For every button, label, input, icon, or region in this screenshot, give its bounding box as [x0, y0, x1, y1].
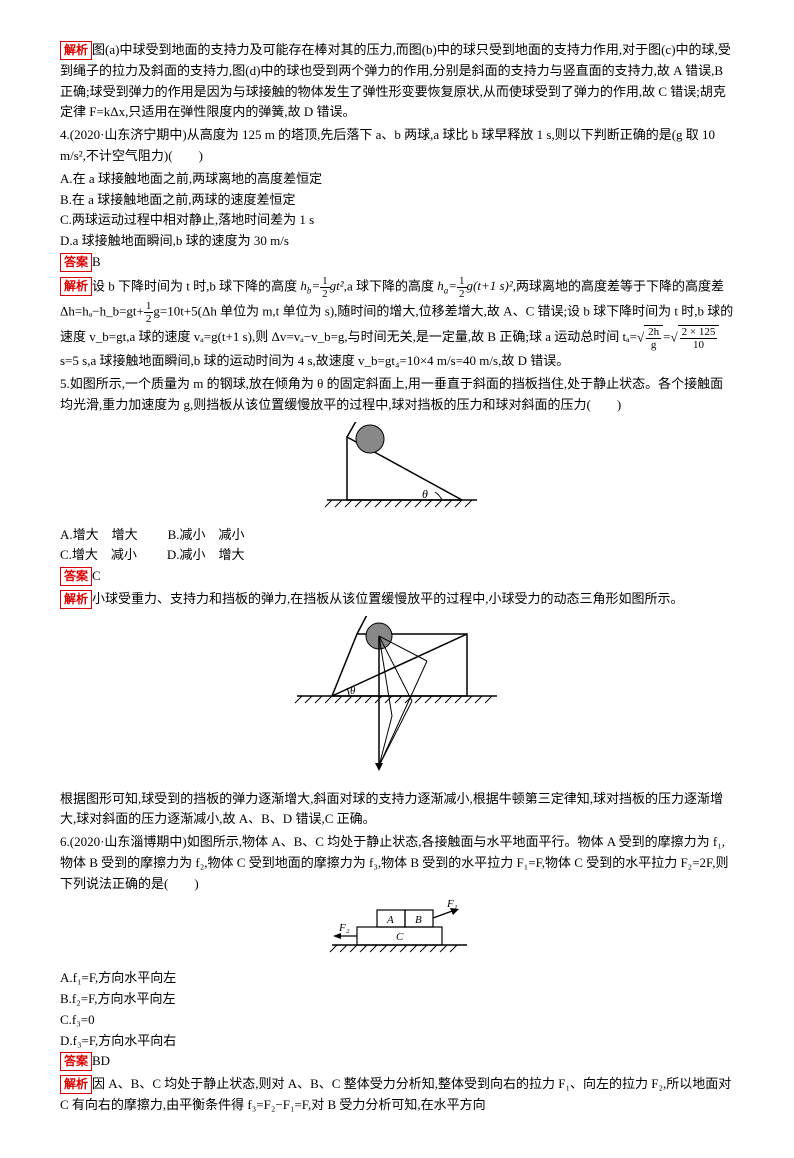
sqrt-2hg: 2hg [644, 325, 663, 351]
q4-choice-a: A.在 a 球接触地面之前,两球离地的高度差恒定 [60, 169, 734, 190]
q5-answer-text: C [92, 568, 101, 583]
q5-exp1-text: 小球受重力、支持力和挡板的弹力,在挡板从该位置缓慢放平的过程中,小球受力的动态三… [92, 591, 684, 606]
sqrt-icon: √ [637, 330, 644, 345]
angle-theta: θ [422, 487, 428, 501]
explain-tag: 解析 [60, 41, 92, 60]
explain-tag: 解析 [60, 590, 92, 609]
q5-figure-2: θ [60, 616, 734, 783]
q5-stem: 5.如图所示,一个质量为 m 的钢球,放在倾角为 θ 的固定斜面上,用一垂直于斜… [60, 374, 734, 416]
q6-choice-d: D.f₃=F,方向水平向右 [60, 1031, 734, 1052]
q4-explanation: 解析设 b 下降时间为 t 时,b 球下降的高度 hb=12gt²,a 球下降的… [60, 275, 734, 372]
svg-text:B: B [415, 914, 422, 926]
answer-tag: 答案 [60, 253, 92, 272]
force-triangle-icon: θ [287, 616, 507, 776]
q4-answer-text: B [92, 254, 101, 269]
q5-choice-c: C.增大 减小 [60, 545, 137, 566]
q6-explanation: 解析因 A、B、C 均处于静止状态,则对 A、B、C 整体受力分析知,整体受到向… [60, 1074, 734, 1116]
sqrt-icon: √ [670, 330, 677, 345]
q4-choice-d: D.a 球接触地面瞬间,b 球的速度为 30 m/s [60, 231, 734, 252]
answer-tag: 答案 [60, 1052, 92, 1071]
frac-half: 12 [144, 300, 154, 325]
q4-choice-c: C.两球运动过程中相对静止,落地时间差为 1 s [60, 210, 734, 231]
math-ha: ha=12g(t+1 s)² [437, 278, 513, 293]
q5-explanation-1: 解析小球受重力、支持力和挡板的弹力,在挡板从该位置缓慢放平的过程中,小球受力的动… [60, 589, 734, 610]
q6-answer-text: BD [92, 1053, 110, 1068]
q6-choice-a: A.f₁=F,方向水平向左 [60, 968, 734, 989]
svg-text:F₂: F₂ [338, 922, 350, 934]
q5-choice-a: A.增大 增大 [60, 525, 138, 546]
q4-exp-p2: ,a 球下降的高度 [344, 278, 438, 293]
q6-stem: 6.(2020·山东淄博期中)如图所示,物体 A、B、C 均处于静止状态,各接触… [60, 832, 734, 894]
svg-text:θ: θ [350, 685, 356, 697]
q6-answer: 答案BD [60, 1051, 734, 1072]
q3-explanation: 解析图(a)中球受到地面的支持力及可能存在棒对其的压力,而图(b)中的球只受到地… [60, 40, 734, 123]
q5-answer: 答案C [60, 566, 734, 587]
q4-choices: A.在 a 球接触地面之前,两球离地的高度差恒定 B.在 a 球接触地面之前,两… [60, 169, 734, 252]
sqrt-val: 2 × 12510 [678, 325, 720, 351]
q6-exp-text: 因 A、B、C 均处于静止状态,则对 A、B、C 整体受力分析知,整体受到向右的… [60, 1076, 731, 1112]
answer-tag: 答案 [60, 567, 92, 586]
q4-exp-p4: g=10t+5(Δh 单位为 m,t 单位为 s),随时间的增大,位移差增大,故… [60, 304, 733, 345]
explain-tag: 解析 [60, 1075, 92, 1094]
q4-stem-text: 4.(2020·山东济宁期中)从高度为 125 m 的塔顶,先后落下 a、b 两… [60, 125, 734, 167]
svg-text:A: A [386, 914, 394, 926]
q6-choice-c: C.f₃=0 [60, 1010, 734, 1031]
q5-choice-b: B.减小 减小 [168, 525, 245, 546]
incline-diagram-icon: θ [307, 422, 487, 512]
q5-explanation-2: 根据图形可知,球受到的挡板的弹力逐渐增大,斜面对球的支持力逐渐减小,根据牛顿第三… [60, 789, 734, 831]
svg-text:F₁: F₁ [446, 900, 458, 910]
q6-stem-text: 6.(2020·山东淄博期中)如图所示,物体 A、B、C 均处于静止状态,各接触… [60, 832, 734, 894]
explain-tag: 解析 [60, 277, 92, 296]
q5-stem-text: 5.如图所示,一个质量为 m 的钢球,放在倾角为 θ 的固定斜面上,用一垂直于斜… [60, 374, 734, 416]
q6-figure: C A B F₂ F₁ [60, 900, 734, 962]
q5-figure-1: θ [60, 422, 734, 519]
q4-answer: 答案B [60, 252, 734, 273]
svg-text:C: C [396, 931, 404, 943]
q5-exp2-text: 根据图形可知,球受到的挡板的弹力逐渐增大,斜面对球的支持力逐渐减小,根据牛顿第三… [60, 789, 734, 831]
blocks-diagram-icon: C A B F₂ F₁ [307, 900, 487, 955]
q3-exp-text: 图(a)中球受到地面的支持力及可能存在棒对其的压力,而图(b)中的球只受到地面的… [60, 42, 731, 119]
q6-choices: A.f₁=F,方向水平向左 B.f₂=F,方向水平向左 C.f₃=0 D.f₃=… [60, 968, 734, 1051]
q5-choices: A.增大 增大 B.减小 减小 C.增大 减小 D.减小 增大 [60, 525, 734, 567]
q4-stem: 4.(2020·山东济宁期中)从高度为 125 m 的塔顶,先后落下 a、b 两… [60, 125, 734, 167]
q4-exp-p5: s=5 s,a 球接触地面瞬间,b 球的运动时间为 4 s,故速度 v_b=gt… [60, 353, 569, 368]
math-hb: hb=12gt² [300, 278, 343, 293]
q4-exp-p1: 设 b 下降时间为 t 时,b 球下降的高度 [92, 278, 300, 293]
q5-choice-d: D.减小 增大 [167, 545, 245, 566]
q6-choice-b: B.f₂=F,方向水平向左 [60, 989, 734, 1010]
q4-choice-b: B.在 a 球接触地面之前,两球的速度差恒定 [60, 190, 734, 211]
